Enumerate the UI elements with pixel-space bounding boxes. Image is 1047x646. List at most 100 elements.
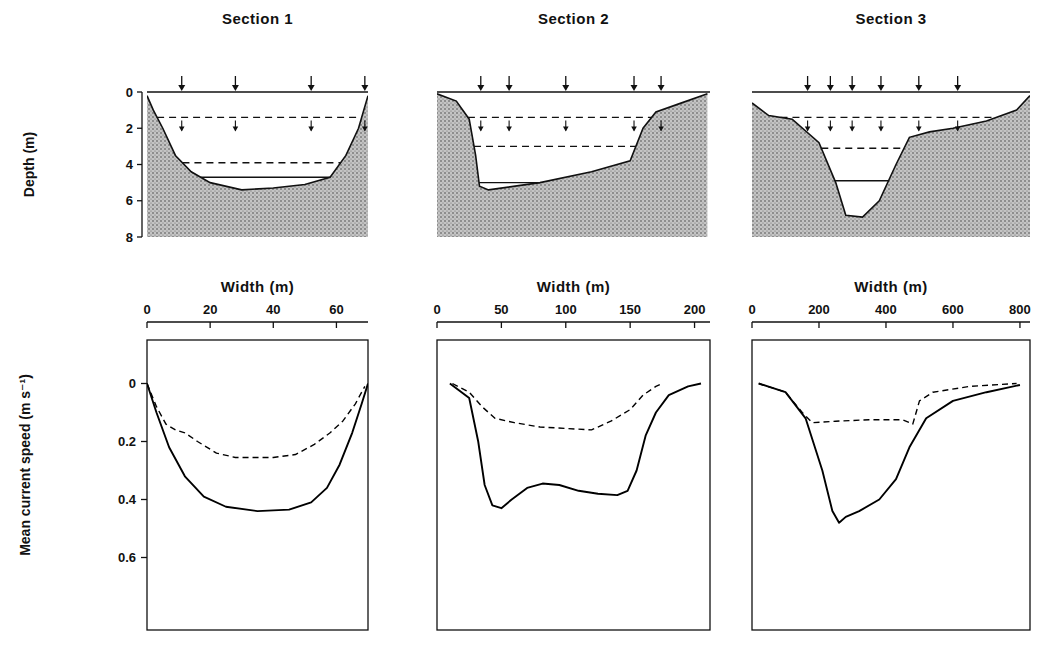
arrow-head bbox=[954, 85, 961, 91]
arrow-head bbox=[878, 126, 884, 131]
arrow-head bbox=[506, 126, 512, 131]
bed-line bbox=[437, 94, 707, 190]
arrow-head bbox=[477, 85, 484, 91]
x-axis bbox=[437, 321, 710, 322]
x-tick-label: 200 bbox=[684, 302, 706, 317]
station-arrow bbox=[804, 76, 811, 131]
y-axis-title: Mean current speed (m s⁻¹) bbox=[17, 374, 33, 556]
arrow-head bbox=[361, 85, 368, 91]
y-tick bbox=[141, 441, 147, 442]
y-tick-label: 0 bbox=[126, 85, 133, 100]
x-tick-label: 40 bbox=[266, 302, 280, 317]
panel-0: Section 102468Depth (m) bbox=[21, 10, 368, 245]
station-arrow bbox=[658, 76, 665, 131]
arrow-head bbox=[506, 85, 513, 91]
figure: Section 102468Depth (m)Section 2Section … bbox=[0, 0, 1047, 646]
y-tick bbox=[141, 499, 147, 500]
arrow-head bbox=[362, 126, 368, 131]
arrow-head bbox=[478, 126, 484, 131]
arrow-head bbox=[233, 126, 239, 131]
y-tick-label: 4 bbox=[126, 157, 134, 172]
y-tick-label: 8 bbox=[126, 230, 133, 245]
station-arrow bbox=[506, 76, 513, 131]
x-tick bbox=[146, 322, 147, 328]
panel-title: Section 2 bbox=[538, 10, 609, 27]
depth-level bbox=[182, 162, 340, 163]
plot-area bbox=[752, 96, 1030, 237]
x-axis-title: Width (m) bbox=[854, 278, 928, 295]
x-tick-label: 50 bbox=[494, 302, 508, 317]
arrow-head bbox=[232, 85, 239, 91]
plot-area bbox=[437, 94, 707, 237]
panel-3: 0204060Width (m)00.20.40.6Mean current s… bbox=[17, 278, 368, 630]
arrow-head bbox=[827, 85, 834, 91]
depth-level bbox=[821, 147, 904, 148]
bed-line bbox=[752, 96, 1030, 217]
x-tick bbox=[630, 322, 631, 328]
arrow-head bbox=[804, 85, 811, 91]
arrow-head bbox=[805, 126, 811, 131]
bed-fill bbox=[147, 96, 368, 237]
depth-level bbox=[201, 176, 330, 177]
plot-frame bbox=[437, 340, 710, 630]
arrow-head bbox=[658, 85, 665, 91]
arrow-head bbox=[916, 126, 922, 131]
y-tick bbox=[137, 91, 142, 92]
station-arrow bbox=[562, 76, 569, 131]
x-tick bbox=[501, 322, 502, 328]
x-tick-label: 600 bbox=[942, 302, 964, 317]
panel-title: Section 1 bbox=[222, 10, 293, 27]
x-tick bbox=[209, 322, 210, 328]
arrow-head bbox=[828, 126, 834, 131]
x-axis bbox=[147, 321, 368, 322]
speed-line bbox=[147, 384, 368, 512]
station-arrow bbox=[915, 76, 922, 131]
arrow-head bbox=[563, 126, 569, 131]
station-arrow bbox=[849, 76, 856, 131]
station-arrow bbox=[308, 76, 315, 131]
panel-4: 0 50 100 150 200 Width (m) bbox=[433, 278, 710, 630]
x-tick bbox=[1019, 322, 1020, 328]
y-tick-label: 6 bbox=[126, 193, 133, 208]
plot-area bbox=[450, 384, 701, 509]
panel-2: Section 3 bbox=[752, 10, 1030, 237]
speed-line bbox=[452, 384, 662, 430]
station-arrow bbox=[954, 76, 961, 131]
y-tick bbox=[137, 236, 142, 237]
arrow-head bbox=[562, 85, 569, 91]
station-arrow bbox=[477, 76, 484, 131]
arrow-head bbox=[915, 85, 922, 91]
y-tick bbox=[137, 164, 142, 165]
x-tick-label: 0 bbox=[748, 302, 755, 317]
arrow-head bbox=[877, 85, 884, 91]
bed-fill bbox=[437, 94, 707, 237]
x-tick-label: 20 bbox=[203, 302, 217, 317]
plot-frame bbox=[752, 340, 1030, 630]
water-surface bbox=[437, 91, 710, 93]
depth-level bbox=[780, 117, 996, 118]
x-tick bbox=[818, 322, 819, 328]
speed-line bbox=[759, 384, 1020, 523]
y-tick-label: 0 bbox=[129, 376, 136, 391]
plot-area bbox=[147, 96, 368, 237]
depth-level bbox=[474, 146, 636, 147]
x-tick-label: 150 bbox=[619, 302, 641, 317]
x-tick bbox=[885, 322, 886, 328]
x-tick bbox=[952, 322, 953, 328]
x-tick-label: 60 bbox=[329, 302, 343, 317]
panel-5: 0200400600800Width (m) bbox=[748, 278, 1030, 630]
arrow-head bbox=[179, 126, 185, 131]
station-arrow bbox=[232, 76, 239, 131]
depth-level bbox=[835, 180, 889, 181]
bed-fill bbox=[752, 96, 1030, 237]
station-arrow bbox=[827, 76, 834, 131]
x-tick bbox=[565, 322, 566, 328]
plot-frame bbox=[147, 340, 368, 630]
water-surface bbox=[752, 91, 1030, 93]
arrow-head bbox=[955, 126, 961, 131]
x-tick-label: 100 bbox=[555, 302, 577, 317]
x-tick-label: 0 bbox=[433, 302, 440, 317]
y-tick bbox=[137, 200, 142, 201]
y-tick bbox=[141, 383, 147, 384]
x-axis-title: Width (m) bbox=[537, 278, 611, 295]
